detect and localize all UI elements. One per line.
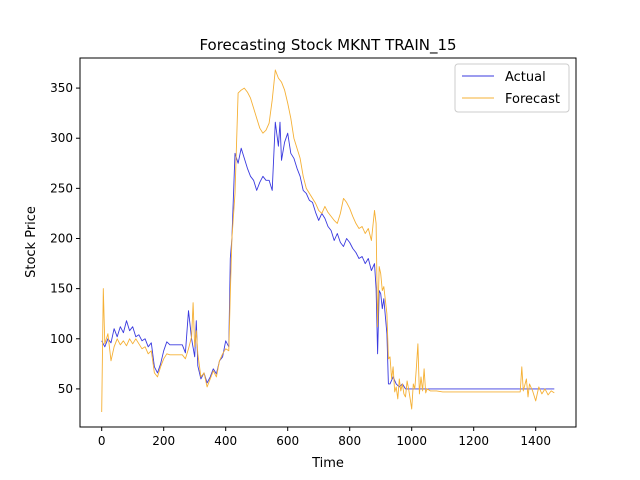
- y-tick-label: 250: [50, 181, 73, 195]
- y-tick-label: 300: [50, 131, 73, 145]
- legend-label-forecast: Forecast: [505, 92, 560, 107]
- plot-area: [79, 57, 577, 428]
- plot-frame: [79, 57, 577, 428]
- x-tick-label: 1200: [458, 434, 489, 448]
- x-tick-label: 600: [276, 434, 299, 448]
- x-tick-label: 0: [98, 434, 106, 448]
- series-line-forecast: [101, 69, 555, 413]
- series-layer: [101, 69, 555, 413]
- x-tick-label: 800: [338, 434, 361, 448]
- x-axis: 0 200 400 600 800 1000 1200 1400: [98, 427, 551, 448]
- legend: Actual Forecast: [454, 63, 570, 113]
- series-line-actual: [101, 121, 555, 390]
- x-tick-label: 1000: [396, 434, 427, 448]
- x-tick-label: 200: [152, 434, 175, 448]
- x-tick-label: 400: [214, 434, 237, 448]
- legend-label-actual: Actual: [505, 70, 546, 85]
- y-tick-label: 100: [50, 332, 73, 346]
- y-tick-label: 350: [50, 81, 73, 95]
- x-axis-label: Time: [311, 456, 344, 471]
- x-tick-label: 1400: [520, 434, 551, 448]
- y-axis: 50 100 150 200 250 300 350: [50, 81, 80, 396]
- y-tick-label: 50: [58, 382, 73, 396]
- chart-title: Forecasting Stock MKNT TRAIN_15: [199, 36, 456, 55]
- y-axis-label: Stock Price: [24, 206, 39, 278]
- y-tick-label: 200: [50, 231, 73, 245]
- y-tick-label: 150: [50, 282, 73, 296]
